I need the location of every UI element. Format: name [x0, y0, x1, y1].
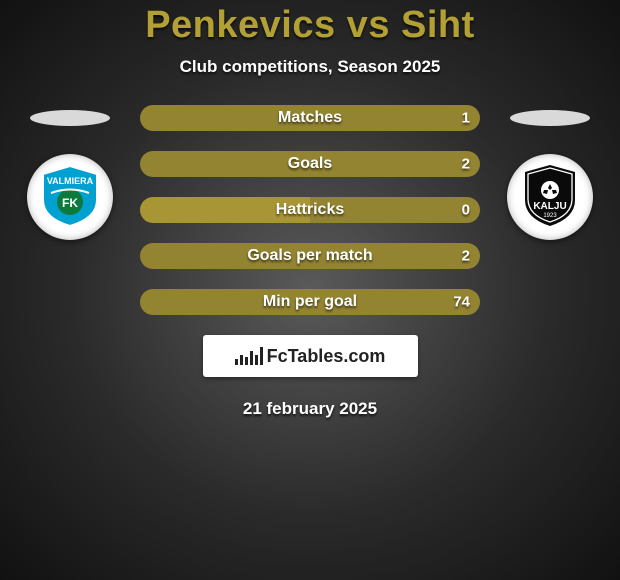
page-title: Penkevics vs Siht [0, 4, 620, 47]
player-left: VALMIERA FK [20, 110, 120, 260]
brand-bars-icon [235, 347, 263, 365]
stat-bar-row: 2 Goals per match [140, 243, 480, 269]
stat-bar-right-value: 74 [453, 294, 470, 311]
player-left-silhouette-shadow [30, 110, 110, 126]
stat-bar-label: Hattricks [276, 201, 344, 219]
club-badge-right-inner: KALJU 1923 [515, 160, 585, 235]
stat-bar-label: Goals per match [247, 247, 372, 265]
stat-bar-label: Matches [278, 109, 342, 127]
stat-bar-label: Goals [288, 155, 332, 173]
subtitle: Club competitions, Season 2025 [0, 57, 620, 77]
stat-bar-row: 74 Min per goal [140, 289, 480, 315]
stat-bar-label: Min per goal [263, 293, 357, 311]
stat-bar-row: 1 Matches [140, 105, 480, 131]
club-right-sublabel: 1923 [543, 213, 557, 219]
content-wrap: Penkevics vs Siht Club competitions, Sea… [0, 0, 620, 580]
player-right-silhouette-shadow [510, 110, 590, 126]
club-badge-right: KALJU 1923 [507, 154, 593, 240]
stat-bar-right-value: 2 [462, 156, 470, 173]
brand-bar-segment [245, 357, 248, 365]
club-right-label: KALJU [533, 201, 566, 212]
brand-box[interactable]: FcTables.com [203, 335, 418, 377]
brand-bar-segment [240, 355, 243, 365]
brand-bar-segment [260, 347, 263, 365]
club-badge-left-inner: VALMIERA FK [35, 160, 105, 235]
stat-bar-right-value: 0 [462, 202, 470, 219]
stat-bar-row: 2 Goals [140, 151, 480, 177]
stat-bar-right-value: 1 [462, 110, 470, 127]
stat-bars: 1 Matches 2 Goals 0 Hattricks 2 Goals per match… [140, 105, 480, 315]
brand-text: FcTables.com [267, 346, 386, 367]
stat-bar-row: 0 Hattricks [140, 197, 480, 223]
player-right: KALJU 1923 [500, 110, 600, 260]
club-left-bottom-label: FK [62, 196, 78, 210]
club-badge-left: VALMIERA FK [27, 154, 113, 240]
date-text: 21 february 2025 [0, 399, 620, 419]
brand-bar-segment [250, 351, 253, 365]
brand-bar-segment [235, 359, 238, 365]
stat-bar-right-value: 2 [462, 248, 470, 265]
club-left-top-label: VALMIERA [47, 176, 94, 186]
brand-bar-segment [255, 355, 258, 365]
kalju-logo-icon: KALJU 1923 [515, 160, 585, 230]
valmiera-logo-icon: VALMIERA FK [35, 160, 105, 230]
